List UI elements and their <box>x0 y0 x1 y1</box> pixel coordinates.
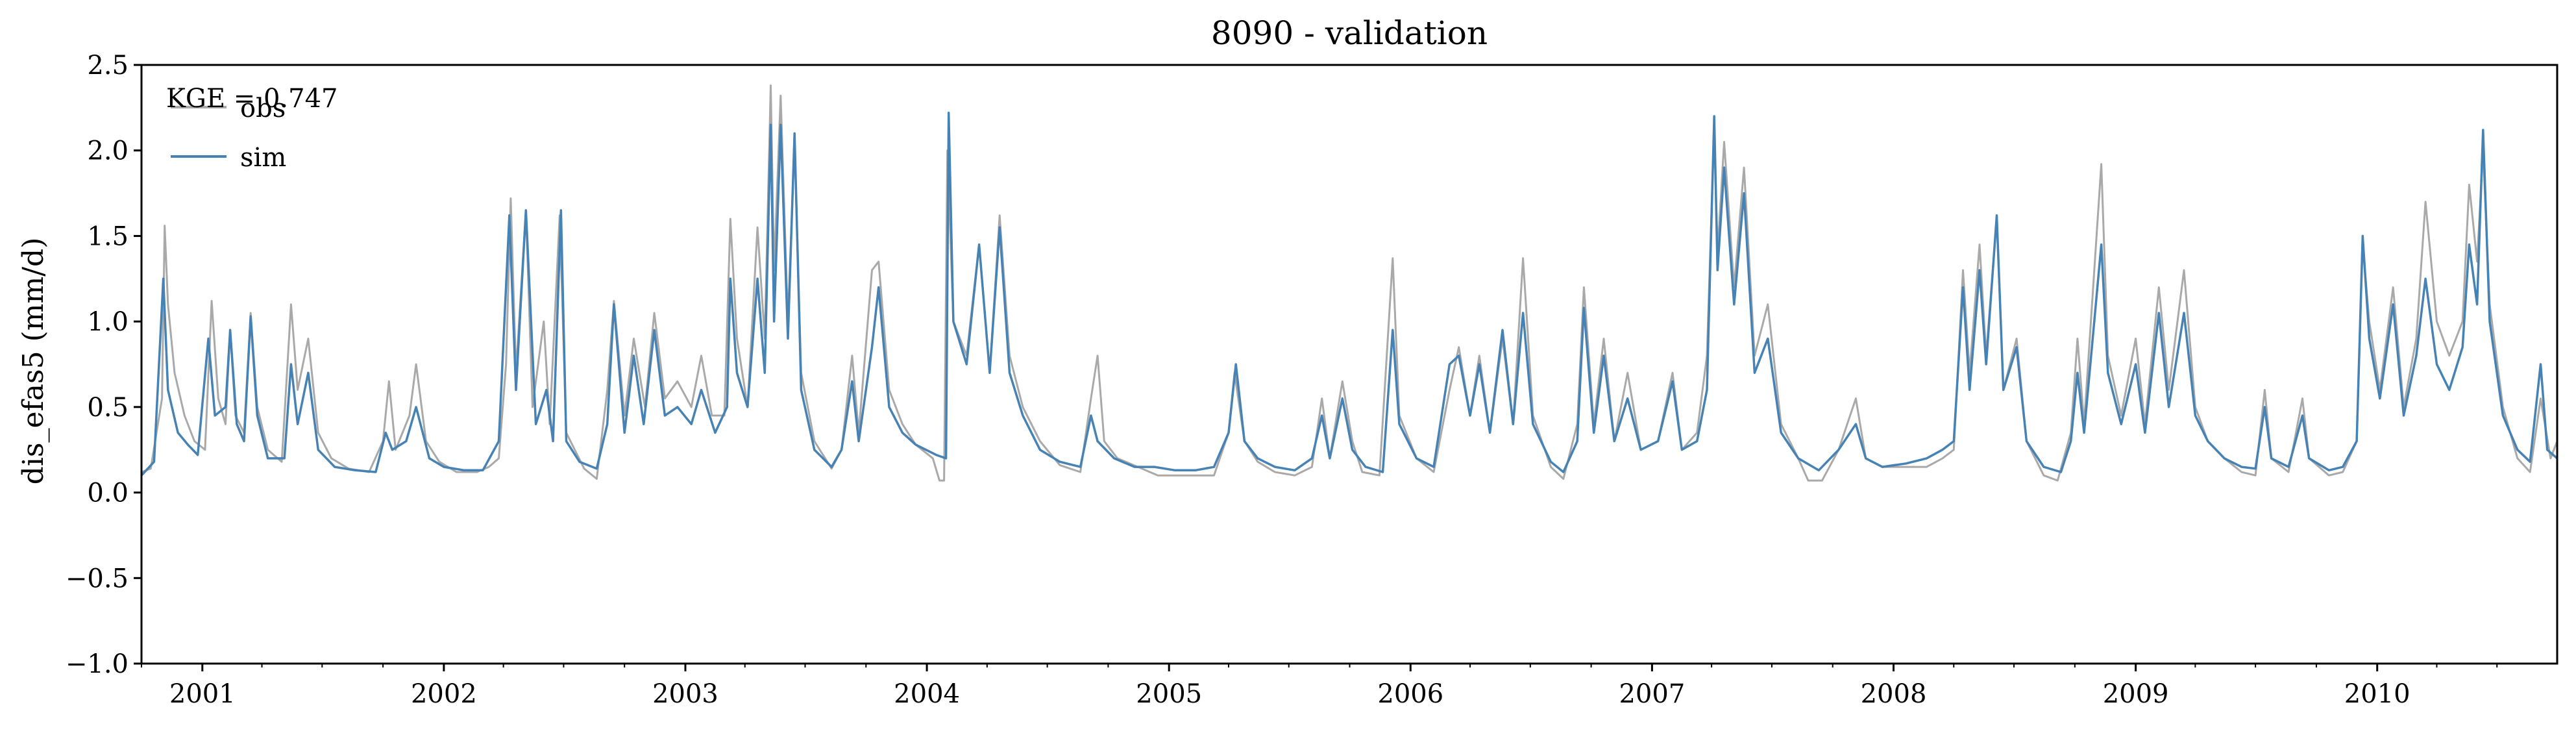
series-line-obs <box>141 84 2558 482</box>
x-tick-label: 2004 <box>894 679 960 709</box>
x-tick-label: 2001 <box>169 679 236 709</box>
plot-frame <box>140 64 2558 665</box>
x-tick-label: 2009 <box>2103 679 2169 709</box>
y-tick-label: 1.5 <box>87 221 129 251</box>
y-tick-label: 2.0 <box>87 136 129 166</box>
legend-sim-label: sim <box>240 143 286 173</box>
y-tick-label: 1.0 <box>87 307 129 337</box>
y-tick-label: 0.0 <box>87 479 129 508</box>
legend-obs-label: obs <box>240 93 286 123</box>
series-line-sim <box>140 112 2558 477</box>
x-tick-label: 2010 <box>2344 679 2410 709</box>
chart-title: 8090 - validation <box>1211 14 1488 52</box>
x-tick-label: 2007 <box>1619 679 1685 709</box>
y-tick-label: 0.5 <box>87 393 129 423</box>
y-tick-label: −0.5 <box>66 564 129 593</box>
x-tick-label: 2003 <box>652 679 718 709</box>
x-tick-label: 2002 <box>411 679 477 709</box>
kge-annotation: KGE = 0.747 <box>166 84 338 114</box>
legend: obs sim <box>171 93 286 173</box>
series-layer <box>140 84 2558 482</box>
ticks-layer: −1.0 −0.5 0.0 0.5 1.0 1.5 2.0 2.5 2001 2002 2003 20… <box>66 51 2498 709</box>
x-tick-label: 2005 <box>1136 679 1202 709</box>
y-tick-label: −1.0 <box>66 649 129 679</box>
x-tick-label: 2008 <box>1861 679 1927 709</box>
x-tick-label: 2006 <box>1377 679 1443 709</box>
y-tick-label: 2.5 <box>87 51 129 81</box>
y-axis-label: dis_efas5 (mm/d) <box>17 238 50 485</box>
